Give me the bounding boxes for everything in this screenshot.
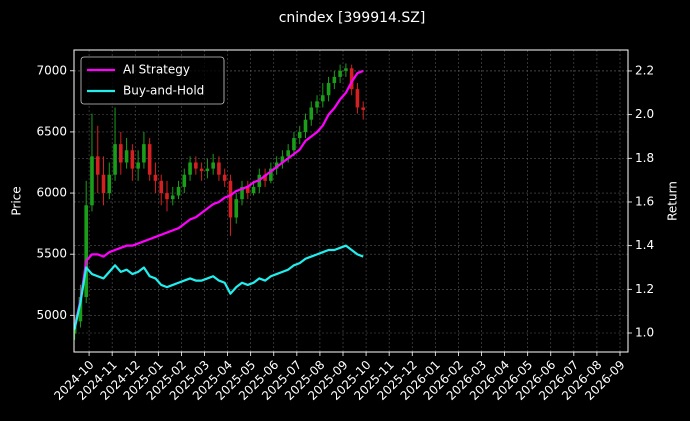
plot-frame — [73, 49, 629, 353]
y2-tick-label: 2.2 — [635, 63, 654, 77]
y-axis-label: Price — [10, 186, 24, 215]
candle-body — [147, 144, 152, 175]
candle-body — [136, 162, 140, 169]
y2-tick-label: 1.6 — [635, 194, 654, 208]
candle-body — [113, 144, 117, 175]
candle-body — [228, 180, 233, 218]
y-tick-label: 7000 — [36, 63, 67, 77]
candle-body — [269, 168, 273, 181]
candle-body — [165, 193, 169, 200]
chart-title: cnindex [399914.SZ] — [279, 10, 426, 26]
candle-body — [107, 174, 112, 194]
candle-body — [355, 89, 360, 108]
y-tick-label: 6500 — [36, 124, 67, 138]
candle-body — [170, 195, 175, 200]
candle-body — [124, 150, 129, 163]
candle-body — [349, 68, 354, 90]
candle-body — [194, 162, 198, 169]
candle-body — [309, 107, 314, 120]
y2-tick-label: 1.0 — [635, 326, 654, 340]
candle-body — [95, 156, 100, 175]
candle-body — [205, 168, 210, 172]
candle-body — [217, 162, 221, 175]
y2-tick-label: 1.4 — [635, 238, 654, 252]
legend-box — [80, 56, 225, 105]
candle-body — [274, 162, 279, 169]
candle-body — [101, 174, 106, 194]
candle-body — [251, 186, 256, 194]
candle-body — [303, 119, 308, 132]
candle-body — [332, 76, 337, 84]
candle-body — [292, 138, 296, 151]
series-line — [74, 69, 364, 328]
y2-axis-label: Return — [666, 181, 680, 221]
candle-body — [344, 68, 348, 71]
candle-body — [176, 186, 181, 196]
candle-body — [315, 101, 319, 108]
candle-body — [326, 83, 331, 96]
candle-body — [361, 107, 365, 110]
candle-body — [286, 150, 290, 157]
legend-label: Buy-and-Hold — [123, 84, 204, 98]
candle-body — [234, 199, 239, 218]
candle-body — [153, 174, 158, 181]
candle-body — [240, 186, 244, 200]
y-tick-label: 5500 — [36, 247, 67, 261]
candle-body — [84, 205, 88, 297]
plot-area — [74, 63, 365, 340]
candle-body — [159, 180, 164, 194]
legend-label: AI Strategy — [123, 63, 190, 77]
candle-body — [78, 296, 83, 322]
candle-body — [119, 144, 123, 163]
candle-body — [130, 150, 135, 169]
y-tick-label: 5000 — [36, 308, 67, 322]
series-line — [74, 244, 364, 331]
candle-body — [280, 156, 285, 163]
candle-body — [297, 131, 302, 139]
y2-tick-label: 1.2 — [635, 282, 654, 296]
candle-body — [182, 174, 187, 187]
candle-body — [338, 70, 342, 77]
y2-tick-label: 2.0 — [635, 107, 654, 121]
candle-body — [142, 144, 146, 163]
candle-body — [222, 174, 227, 181]
candle-body — [90, 156, 94, 206]
candle-body — [211, 162, 215, 169]
candle-body — [245, 186, 250, 194]
legend: AI Strategy Buy-and-Hold — [80, 56, 225, 105]
candle-body — [199, 168, 204, 172]
candle-body — [188, 162, 192, 175]
y2-tick-label: 1.8 — [635, 151, 654, 165]
y-tick-label: 6000 — [36, 186, 67, 200]
candle-body — [263, 174, 267, 181]
candle-body — [321, 95, 325, 102]
